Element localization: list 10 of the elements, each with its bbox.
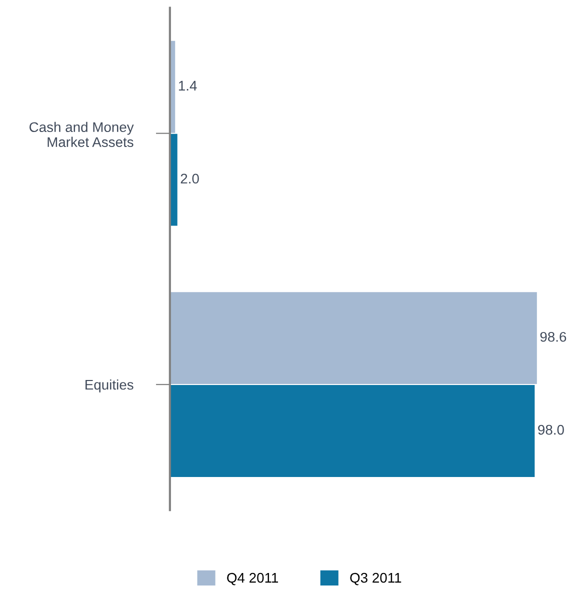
data-label: 98.6 [540,332,566,342]
data-label: 98.0 [538,424,564,435]
data-label: 2.0 [180,174,199,184]
data-label: 1.4 [178,80,197,90]
bar [170,292,537,384]
bar [170,385,535,477]
legend-label: Q4 2011 [227,572,278,586]
legend-label: Q3 2011 [350,572,402,586]
y-tick-label: Cash and Money Market Assets [30,122,134,148]
y-tick-label: Equities [86,379,134,392]
